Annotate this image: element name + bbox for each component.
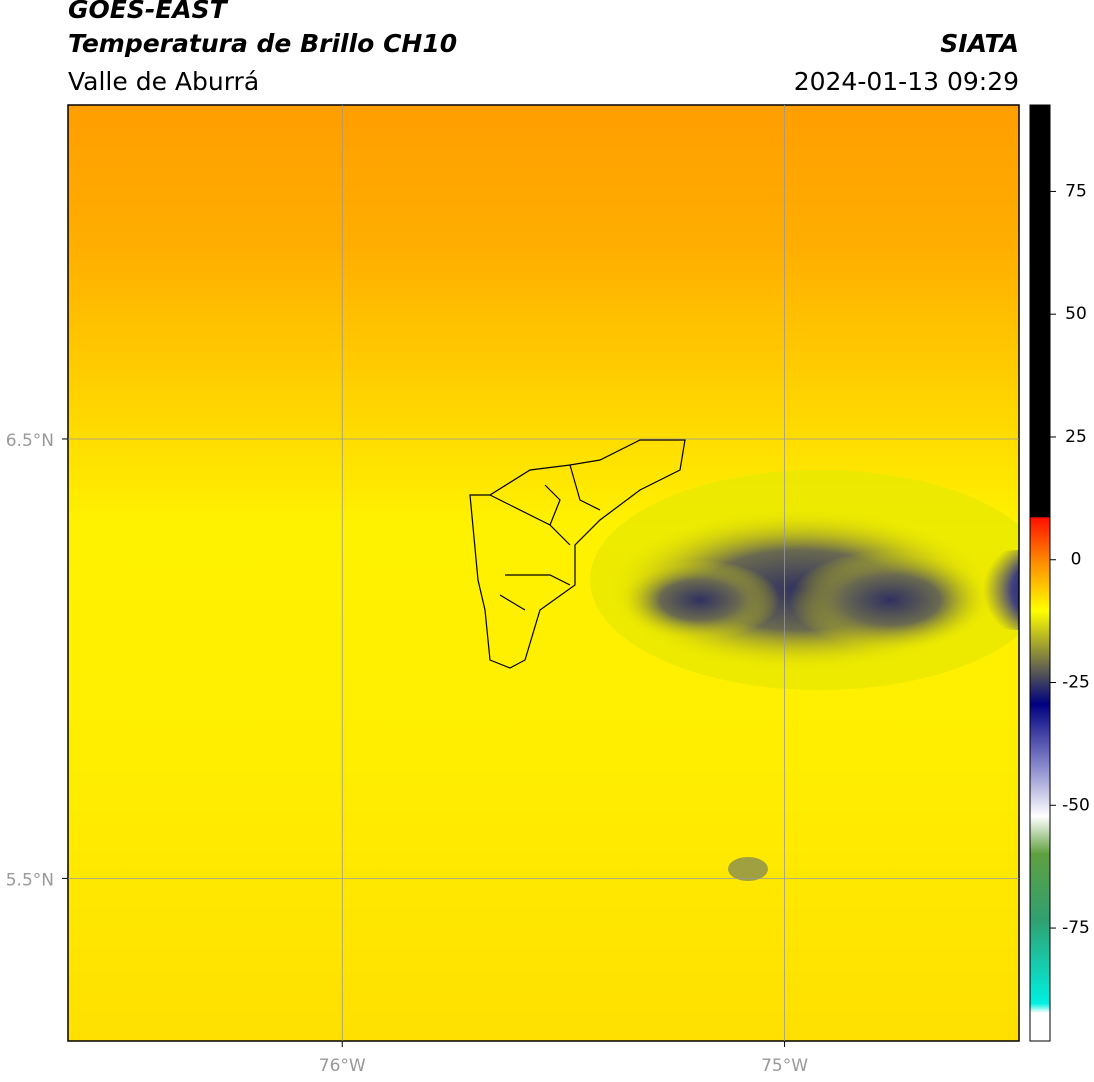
colorbar-tick-label: -75 [1062,918,1090,938]
subtitle: Temperatura de Brillo CH10 [68,29,457,58]
x-tick-label: 75°W [761,1056,808,1076]
source: SIATA [940,29,1019,58]
colorbar-tick-label: -50 [1062,795,1090,815]
colorbar-tick-label: 50 [1065,304,1087,324]
colorbar-tick-label: -25 [1062,673,1090,693]
colorbar-tick-label: 75 [1065,181,1087,201]
colorbar [1029,104,1051,1042]
region-outline [469,439,686,669]
imagery [68,105,1019,1041]
title: GOES-EAST [68,0,229,24]
datetime: 2024-01-13 09:29 [794,67,1019,96]
y-tick-label: 6.5°N [6,431,54,451]
region: Valle de Aburrá [68,67,259,96]
colorbar-tick-label: 25 [1065,427,1087,447]
colorbar-tick-label: 0 [1071,550,1082,570]
y-tick-label: 5.5°N [6,870,54,890]
x-tick-label: 76°W [319,1056,366,1076]
map-frame [67,104,1020,1042]
